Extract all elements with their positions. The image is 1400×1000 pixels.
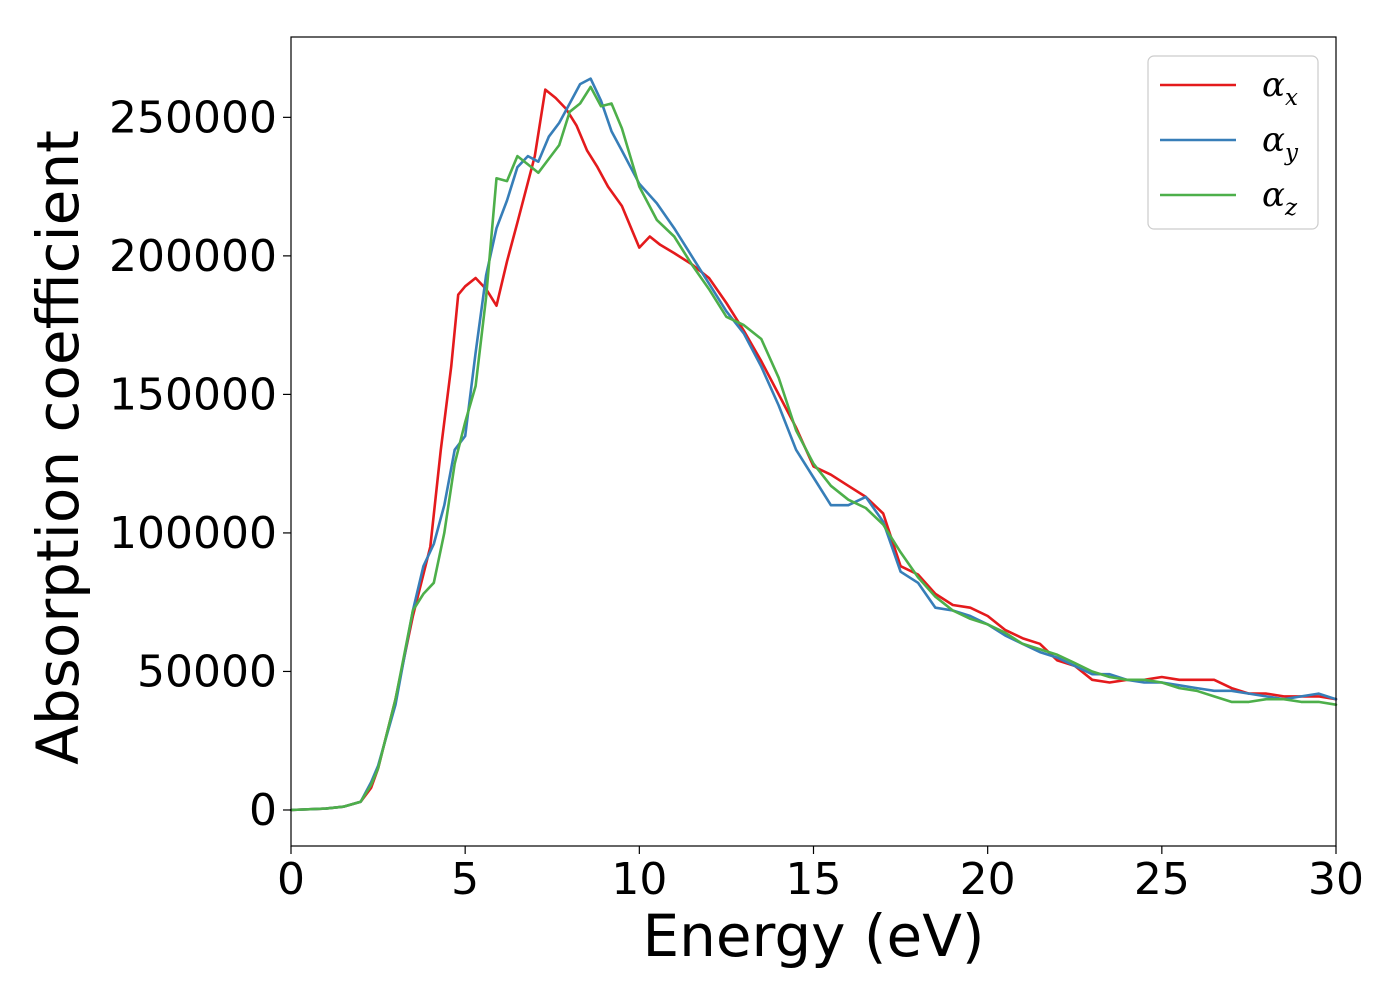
x-axis: 0 5 10 15 20 25 30	[277, 846, 1364, 905]
series-layer	[289, 77, 1338, 812]
y-axis: 0 50000 100000 150000 200000 250000	[109, 92, 291, 836]
legend: αx αy αz	[1147, 55, 1319, 230]
y-tick-label: 250000	[109, 92, 277, 143]
y-tick-label: 200000	[109, 231, 277, 282]
legend-label-z: αz	[1262, 175, 1298, 221]
series-line-z	[289, 85, 1338, 812]
y-tick-label: 100000	[109, 508, 277, 559]
x-tick-label: 10	[611, 854, 667, 905]
y-axis-label: Absorption coefficient	[24, 130, 92, 765]
x-tick-label: 5	[451, 854, 479, 905]
x-tick-label: 30	[1308, 854, 1364, 905]
y-tick-label: 150000	[109, 369, 277, 420]
y-tick-label: 0	[249, 785, 277, 836]
legend-box	[1147, 55, 1319, 230]
legend-label-x: αx	[1262, 65, 1298, 111]
x-tick-label: 15	[786, 854, 842, 905]
legend-label-y: αy	[1262, 120, 1299, 166]
x-tick-label: 20	[960, 854, 1016, 905]
x-axis-label: Energy (eV)	[642, 902, 984, 970]
x-tick-label: 25	[1134, 854, 1190, 905]
x-tick-label: 0	[277, 854, 305, 905]
y-tick-label: 50000	[137, 646, 277, 697]
